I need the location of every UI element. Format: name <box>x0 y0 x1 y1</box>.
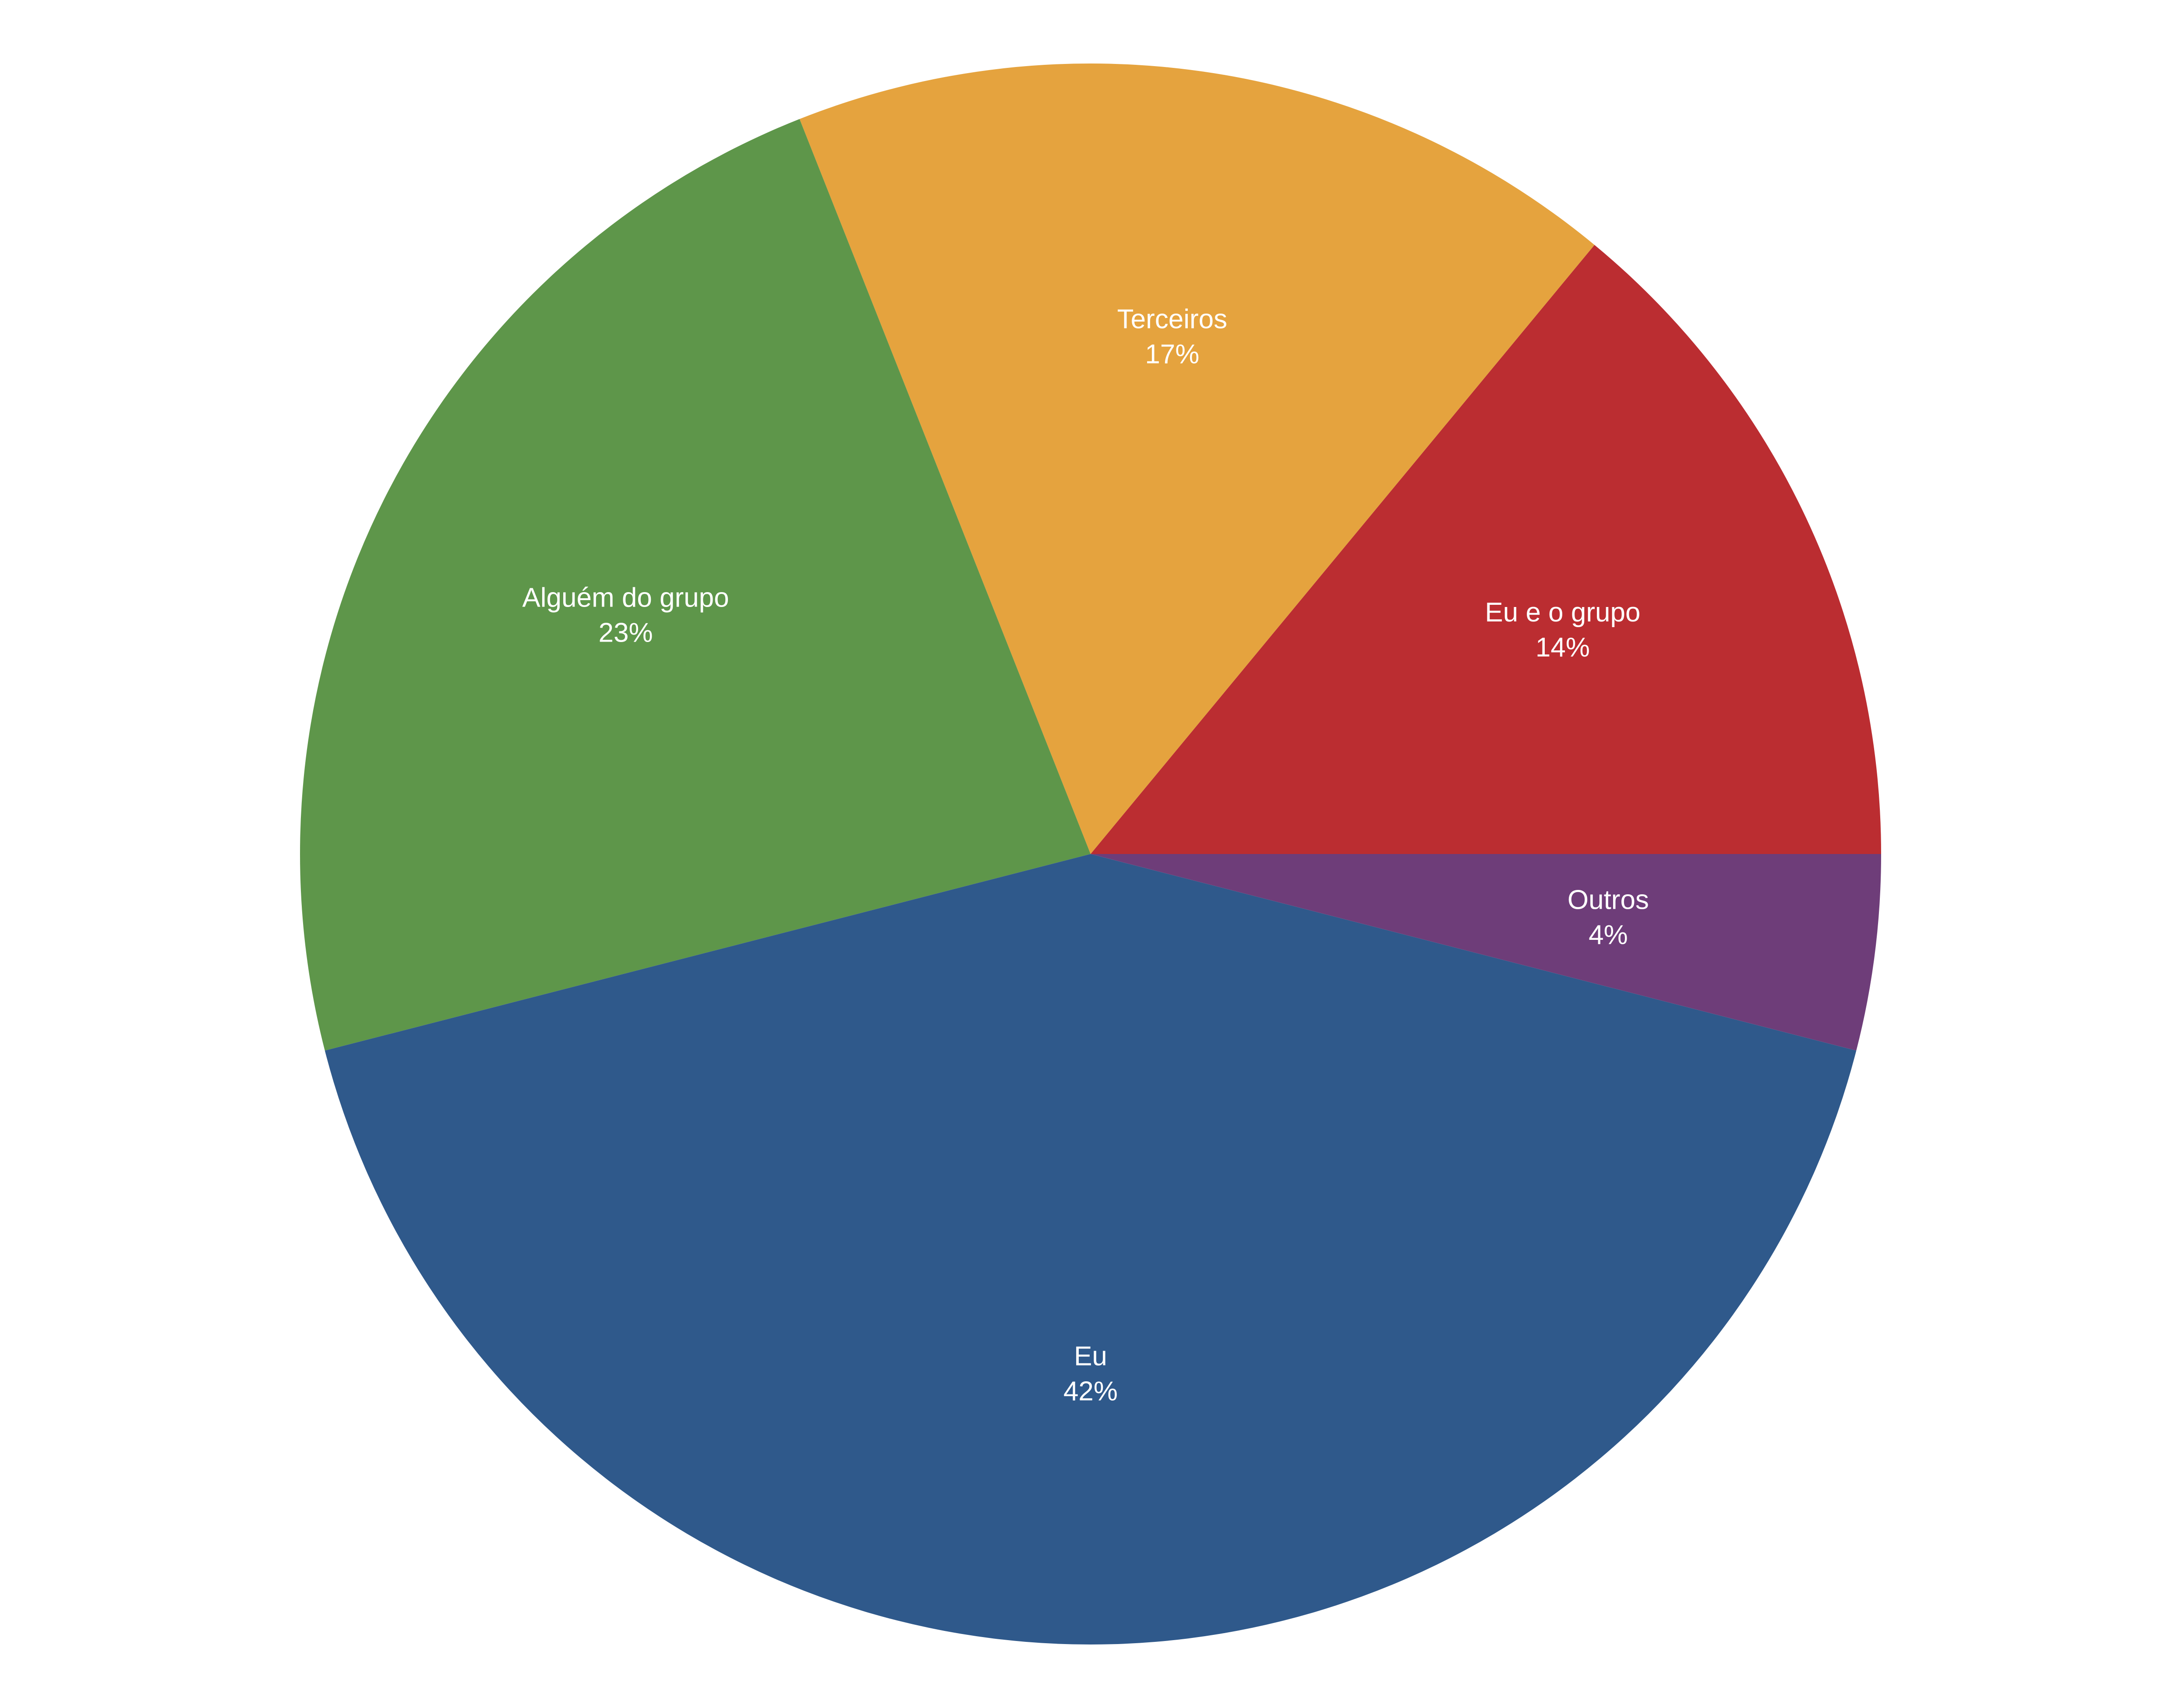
slice-label: Eu <box>1074 1341 1107 1372</box>
slice-value-label: 4% <box>1589 920 1628 950</box>
pie-slice <box>1091 854 1881 1051</box>
slice-label: Terceiros <box>1117 304 1228 335</box>
slice-value-label: 42% <box>1063 1376 1118 1407</box>
pie-slice <box>325 854 1857 1644</box>
pie-slice <box>1091 245 1881 854</box>
slice-value-label: 17% <box>1145 339 1199 370</box>
slice-value-label: 14% <box>1536 632 1590 663</box>
pie-slice <box>300 119 1091 1051</box>
slice-label: Outros <box>1568 885 1649 915</box>
slice-label: Eu e o grupo <box>1485 597 1640 628</box>
pie-slice <box>799 64 1595 854</box>
slice-label: Alguém do grupo <box>522 583 729 613</box>
slice-value-label: 23% <box>598 618 653 648</box>
